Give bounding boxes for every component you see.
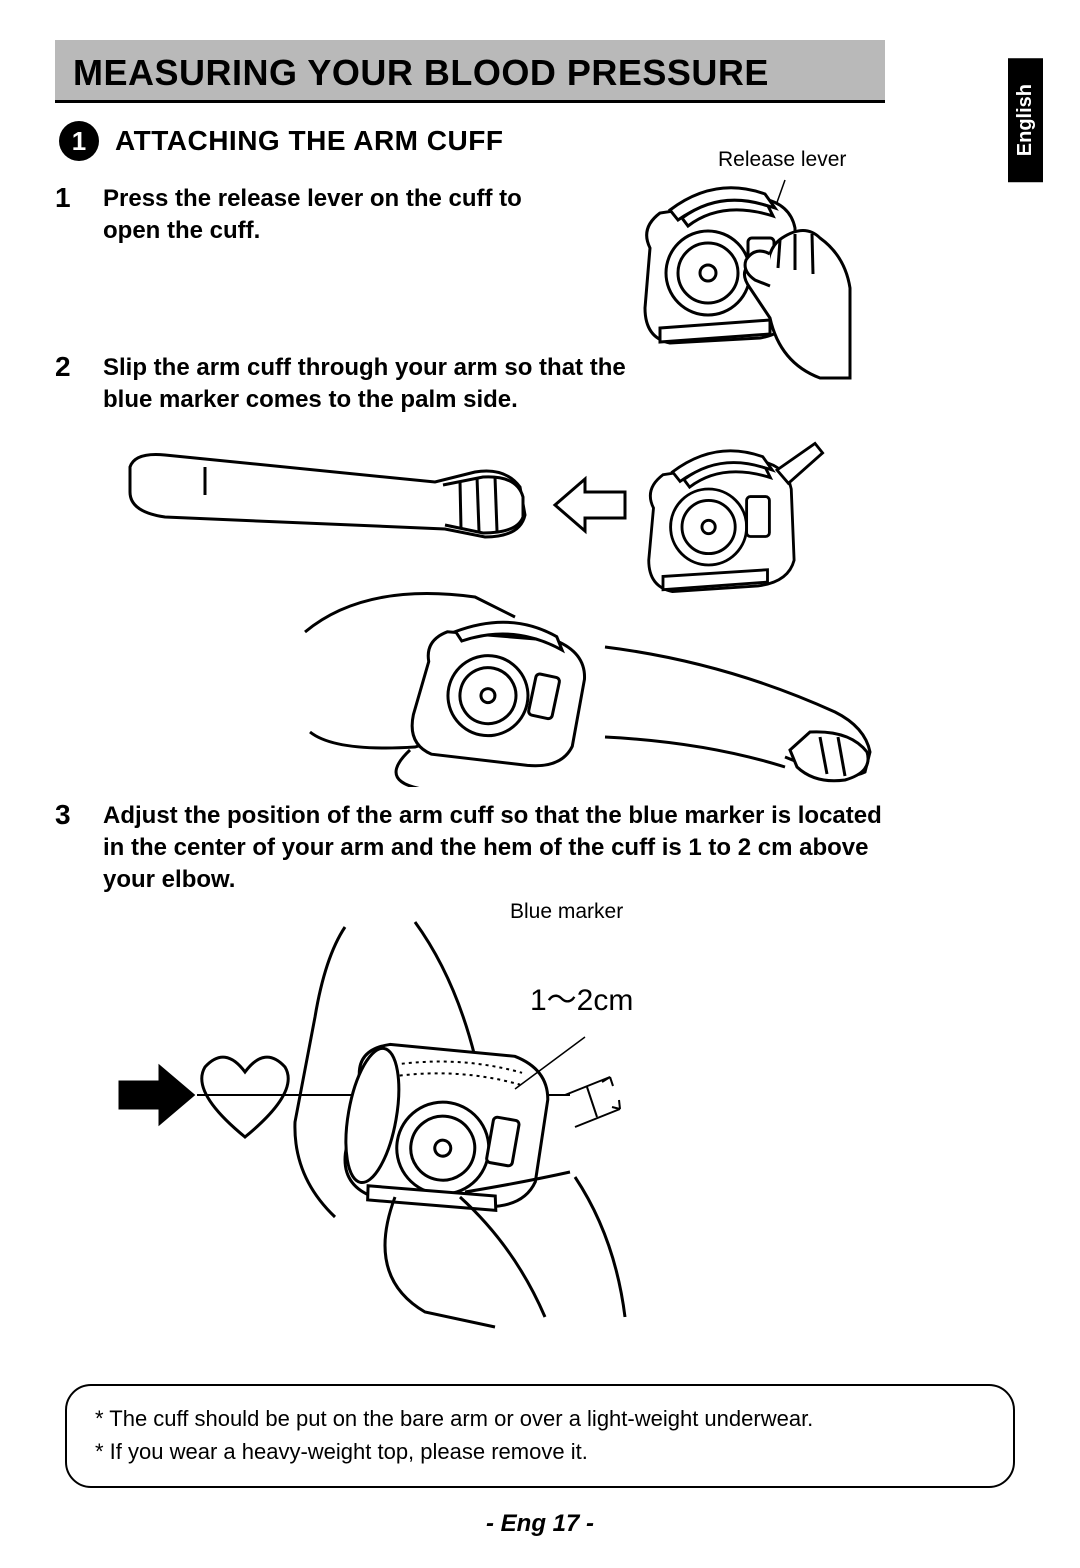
section-heading: 1 ATTACHING THE ARM CUFF bbox=[59, 121, 1025, 161]
title-bar: MEASURING YOUR BLOOD PRESSURE bbox=[55, 40, 885, 103]
language-tab: English bbox=[1008, 58, 1043, 182]
note-line: * If you wear a heavy-weight top, please… bbox=[95, 1435, 985, 1468]
step-3: 3 Adjust the position of the arm cuff so… bbox=[55, 800, 885, 897]
step-number: 1 bbox=[55, 183, 85, 248]
step-text: Press the release lever on the cuff to o… bbox=[103, 183, 575, 248]
note-line: * The cuff should be put on the bare arm… bbox=[95, 1402, 985, 1435]
step-text: Adjust the position of the arm cuff so t… bbox=[103, 800, 885, 897]
step-text: Slip the arm cuff through your arm so th… bbox=[103, 352, 655, 417]
step-number: 3 bbox=[55, 800, 85, 897]
distance-label: 1～2cm bbox=[530, 975, 633, 1019]
step-2: 2 Slip the arm cuff through your arm so … bbox=[55, 352, 655, 417]
note-box: * The cuff should be put on the bare arm… bbox=[65, 1384, 1015, 1488]
figure-release-lever bbox=[620, 168, 860, 398]
figure-slip-cuff bbox=[125, 437, 895, 787]
section-number-bullet: 1 bbox=[59, 121, 99, 161]
figure-position-cuff bbox=[115, 917, 745, 1337]
section-title: ATTACHING THE ARM CUFF bbox=[115, 125, 503, 157]
step-number: 2 bbox=[55, 352, 85, 417]
blue-marker-label: Blue marker bbox=[510, 900, 623, 924]
page-title: MEASURING YOUR BLOOD PRESSURE bbox=[73, 52, 867, 94]
step-1: 1 Press the release lever on the cuff to… bbox=[55, 183, 575, 248]
page-footer: - Eng 17 - bbox=[55, 1510, 1025, 1538]
